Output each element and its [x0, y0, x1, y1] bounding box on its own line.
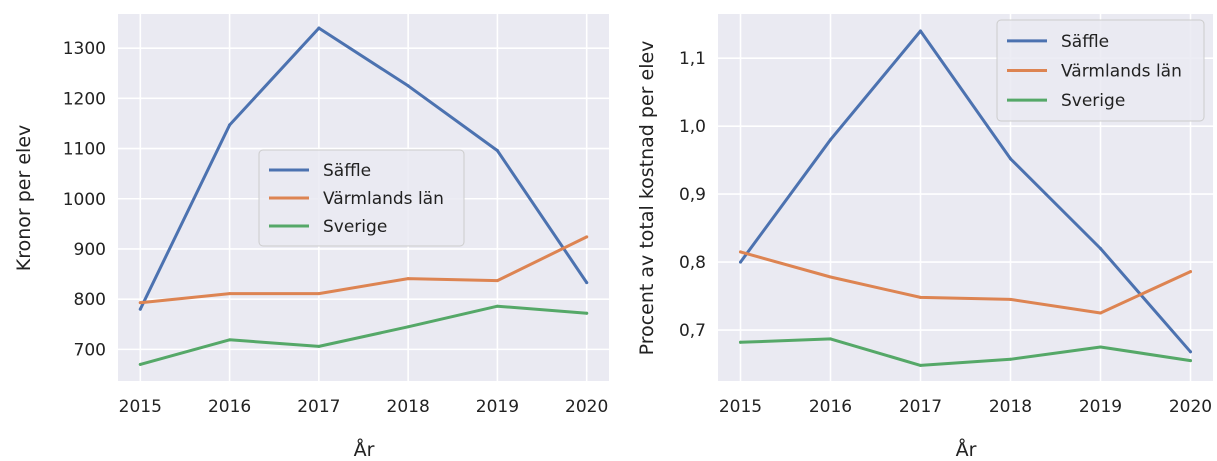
data-point	[138, 301, 142, 305]
x-tick-label: 2016	[208, 397, 251, 417]
legend: Säffle Värmlands län Sverige	[258, 149, 465, 247]
data-point	[1189, 270, 1192, 274]
chart-1: 2015 2016 2017 2018 2019 2020 700 800 900 1000 110…	[13, 14, 609, 461]
x-tick-label: 2015	[119, 397, 162, 417]
data-point	[228, 338, 232, 342]
y-tick-label: 700	[74, 340, 106, 360]
data-point	[585, 281, 589, 285]
data-point	[829, 138, 832, 142]
series-line-3	[739, 337, 1192, 367]
data-point	[1189, 359, 1192, 363]
data-point	[739, 260, 742, 264]
x-tick-label: 2019	[476, 397, 519, 417]
x-tick-label: 2016	[809, 397, 852, 417]
series-line-2	[739, 250, 1192, 315]
data-point	[1099, 345, 1102, 349]
legend-entry: Värmlands län	[323, 189, 444, 209]
legend-entry: Sverige	[323, 217, 387, 237]
y-tick-label: 900	[74, 240, 106, 260]
x-tick-label: 2020	[1169, 397, 1212, 417]
y-tick-label: 1100	[63, 140, 106, 160]
data-point	[406, 325, 410, 329]
data-point	[1099, 311, 1102, 315]
data-point	[1009, 297, 1012, 301]
x-tick-label: 2015	[719, 397, 762, 417]
x-tick-label: 2019	[1079, 397, 1122, 417]
data-point	[829, 337, 832, 341]
data-point	[495, 149, 499, 153]
y-tick-label: 1,1	[679, 49, 706, 69]
data-point	[919, 29, 922, 33]
chart-2: 2015 2016 2017 2018 2019 2020 0,7 0,8 0,9 1,0 1,1 Å…	[636, 14, 1213, 461]
x-tick-label: 2018	[989, 397, 1032, 417]
series-line-2	[138, 235, 589, 305]
legend-entry: Säffle	[1061, 32, 1109, 52]
x-tick-label: 2018	[387, 397, 430, 417]
y-tick-label: 1200	[63, 89, 106, 109]
y-tick-label: 1300	[63, 39, 106, 59]
data-point	[317, 26, 321, 30]
data-point	[406, 84, 410, 88]
x-axis-label: År	[956, 438, 977, 461]
data-point	[1009, 357, 1012, 361]
y-axis-label: Procent av total kostnad per elev	[636, 41, 658, 356]
data-point	[1189, 350, 1192, 354]
x-axis-label: År	[354, 438, 375, 461]
data-point	[739, 340, 742, 344]
data-point	[228, 292, 232, 296]
data-point	[1009, 157, 1012, 161]
data-point	[829, 275, 832, 279]
data-point	[1099, 246, 1102, 250]
legend: Säffle Värmlands län Sverige	[996, 19, 1205, 122]
y-tick-label: 1000	[63, 190, 106, 210]
data-point	[228, 123, 232, 127]
legend-entry: Värmlands län	[1061, 62, 1182, 82]
data-point	[495, 279, 499, 283]
legend-entry: Sverige	[1061, 91, 1125, 111]
x-tick-label: 2017	[297, 397, 340, 417]
y-tick-label: 0,9	[679, 185, 706, 205]
y-axis-label: Kronor per elev	[13, 125, 35, 272]
data-point	[585, 311, 589, 315]
legend-frame	[258, 149, 465, 247]
y-tick-label: 0,7	[679, 321, 706, 341]
data-point	[406, 277, 410, 281]
data-point	[919, 295, 922, 299]
y-tick-label: 0,8	[679, 253, 706, 273]
data-point	[317, 344, 321, 348]
data-point	[495, 304, 499, 308]
data-point	[585, 235, 589, 239]
x-tick-label: 2020	[565, 397, 608, 417]
data-point	[317, 292, 321, 296]
data-point	[138, 307, 142, 311]
series-line-1	[739, 29, 1192, 354]
data-point	[919, 363, 922, 367]
series-line-3	[138, 304, 589, 366]
y-tick-label: 1,0	[679, 117, 706, 137]
series-line-1	[138, 26, 589, 311]
x-tick-label: 2017	[899, 397, 942, 417]
data-point	[739, 250, 742, 254]
legend-entry: Säffle	[323, 161, 371, 181]
data-point	[138, 362, 142, 366]
legend-frame	[996, 19, 1205, 122]
y-tick-label: 800	[74, 290, 106, 310]
